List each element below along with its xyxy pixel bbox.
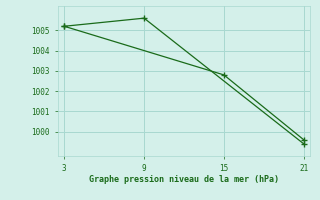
X-axis label: Graphe pression niveau de la mer (hPa): Graphe pression niveau de la mer (hPa) <box>89 175 279 184</box>
